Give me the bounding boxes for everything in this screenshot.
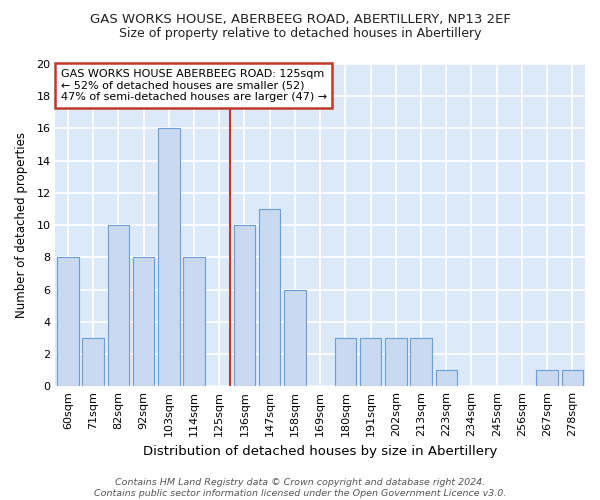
- Bar: [259, 209, 280, 386]
- Bar: [82, 338, 104, 386]
- Bar: [536, 370, 558, 386]
- Text: GAS WORKS HOUSE, ABERBEEG ROAD, ABERTILLERY, NP13 2EF: GAS WORKS HOUSE, ABERBEEG ROAD, ABERTILL…: [89, 12, 511, 26]
- Bar: [385, 338, 407, 386]
- Bar: [133, 258, 154, 386]
- Bar: [284, 290, 305, 386]
- Bar: [234, 225, 255, 386]
- Bar: [410, 338, 432, 386]
- Bar: [107, 225, 129, 386]
- Text: GAS WORKS HOUSE ABERBEEG ROAD: 125sqm
← 52% of detached houses are smaller (52)
: GAS WORKS HOUSE ABERBEEG ROAD: 125sqm ← …: [61, 69, 327, 102]
- Bar: [562, 370, 583, 386]
- Bar: [158, 128, 179, 386]
- Bar: [436, 370, 457, 386]
- Bar: [360, 338, 382, 386]
- X-axis label: Distribution of detached houses by size in Abertillery: Distribution of detached houses by size …: [143, 444, 497, 458]
- Bar: [184, 258, 205, 386]
- Text: Contains HM Land Registry data © Crown copyright and database right 2024.
Contai: Contains HM Land Registry data © Crown c…: [94, 478, 506, 498]
- Bar: [57, 258, 79, 386]
- Text: Size of property relative to detached houses in Abertillery: Size of property relative to detached ho…: [119, 28, 481, 40]
- Bar: [335, 338, 356, 386]
- Y-axis label: Number of detached properties: Number of detached properties: [15, 132, 28, 318]
